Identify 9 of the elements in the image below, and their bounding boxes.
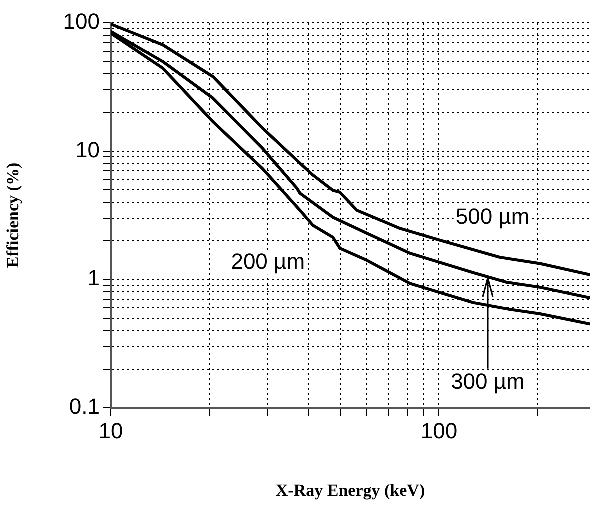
- y-axis-title: Efficiency (%): [4, 162, 23, 268]
- x-axis-title: X-Ray Energy (keV): [276, 481, 426, 500]
- y-tick-label: 10: [76, 137, 100, 162]
- y-tick-label: 100: [63, 9, 100, 34]
- y-tick-label: 0.1: [69, 394, 100, 420]
- y-tick-label: 1: [88, 266, 100, 291]
- series-label: 500 µm: [456, 204, 530, 229]
- series-label: 200 µm: [231, 248, 306, 274]
- text: 300 µm: [451, 369, 525, 394]
